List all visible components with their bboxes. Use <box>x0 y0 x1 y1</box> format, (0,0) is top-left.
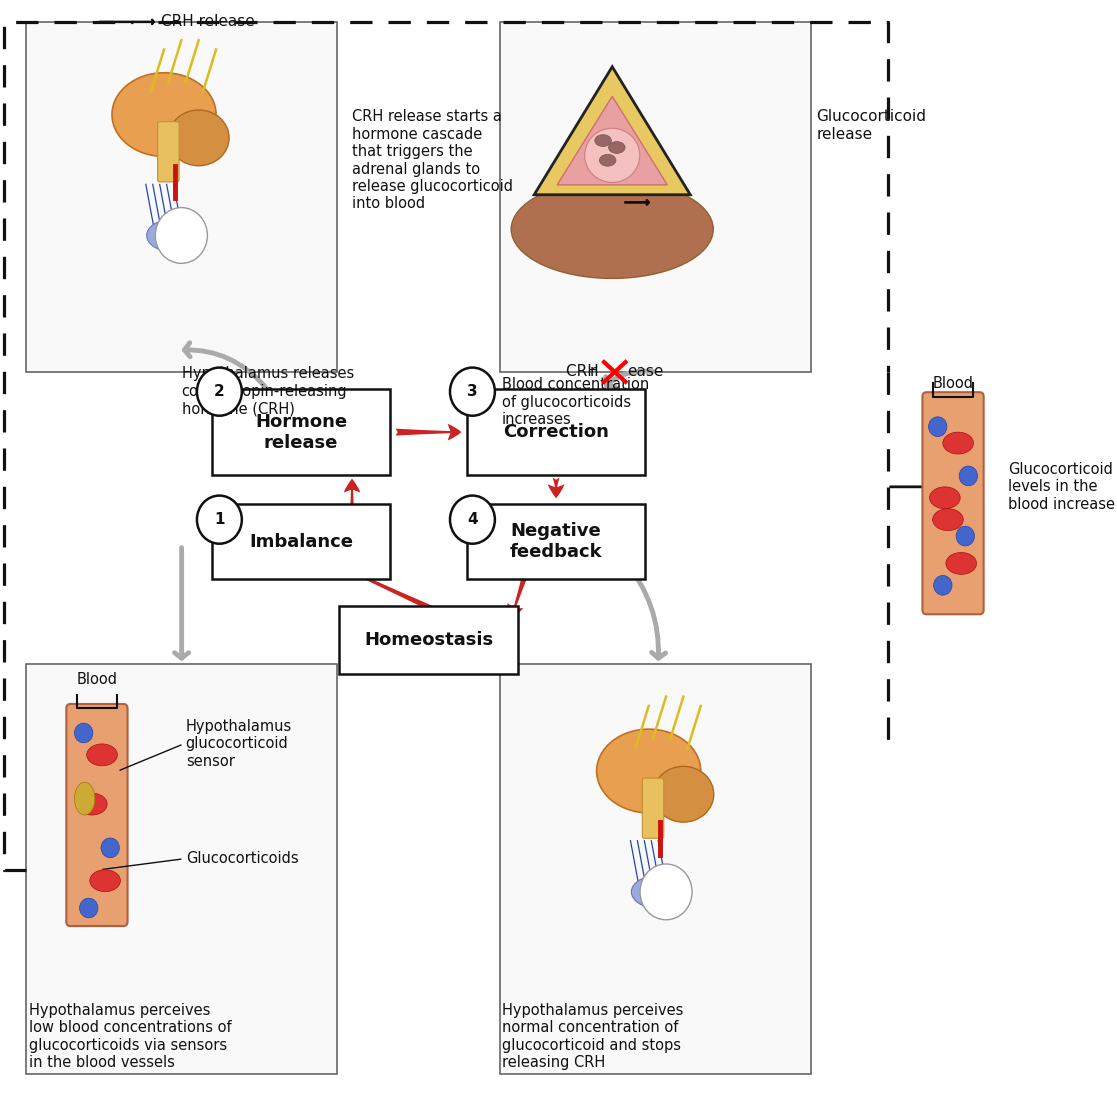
Text: Imbalance: Imbalance <box>249 533 353 550</box>
FancyBboxPatch shape <box>26 22 336 372</box>
Text: Correction: Correction <box>503 423 609 441</box>
Polygon shape <box>557 96 667 185</box>
Ellipse shape <box>75 782 95 815</box>
Ellipse shape <box>87 744 117 766</box>
Text: Glucocorticoids: Glucocorticoids <box>185 851 298 866</box>
Circle shape <box>79 898 98 918</box>
FancyBboxPatch shape <box>340 606 518 674</box>
Text: CRH: CRH <box>566 364 604 380</box>
Ellipse shape <box>946 552 976 574</box>
Ellipse shape <box>594 135 611 147</box>
Ellipse shape <box>89 870 121 892</box>
Text: CRH release: CRH release <box>161 14 255 30</box>
Circle shape <box>197 368 242 416</box>
Ellipse shape <box>609 141 626 153</box>
Text: Homeostasis: Homeostasis <box>364 631 493 649</box>
Circle shape <box>450 368 495 416</box>
Ellipse shape <box>112 72 216 156</box>
Ellipse shape <box>943 432 973 454</box>
Circle shape <box>928 417 947 437</box>
Text: Blood concentration
of glucocorticoids
increases: Blood concentration of glucocorticoids i… <box>502 377 649 428</box>
Text: ease: ease <box>628 364 663 380</box>
FancyBboxPatch shape <box>212 504 390 579</box>
Ellipse shape <box>584 128 640 183</box>
FancyBboxPatch shape <box>467 389 646 475</box>
FancyBboxPatch shape <box>66 705 127 926</box>
Text: 1: 1 <box>214 512 225 527</box>
Ellipse shape <box>77 793 107 815</box>
Ellipse shape <box>929 487 961 509</box>
Circle shape <box>960 466 977 486</box>
Ellipse shape <box>512 179 714 279</box>
Ellipse shape <box>600 154 615 166</box>
FancyBboxPatch shape <box>500 22 811 372</box>
FancyBboxPatch shape <box>467 504 646 579</box>
Text: Hypothalamus perceives
low blood concentrations of
glucocorticoids via sensors
i: Hypothalamus perceives low blood concent… <box>29 1003 231 1070</box>
Polygon shape <box>534 67 690 195</box>
Text: Hypothalamus
glucocorticoid
sensor: Hypothalamus glucocorticoid sensor <box>185 719 292 769</box>
FancyBboxPatch shape <box>642 778 663 838</box>
Text: 2: 2 <box>214 384 225 399</box>
Circle shape <box>155 208 208 264</box>
Circle shape <box>956 526 974 546</box>
Circle shape <box>640 864 693 920</box>
Circle shape <box>75 723 93 743</box>
Ellipse shape <box>631 875 684 908</box>
Text: Glucocorticoid
release: Glucocorticoid release <box>817 109 926 142</box>
Text: CRH release starts a
hormone cascade
that triggers the
adrenal glands to
release: CRH release starts a hormone cascade tha… <box>352 109 513 211</box>
FancyBboxPatch shape <box>500 664 811 1074</box>
Text: 3: 3 <box>467 384 478 399</box>
Text: Hormone
release: Hormone release <box>255 412 347 452</box>
Text: r: r <box>590 364 596 380</box>
Text: Blood: Blood <box>933 375 974 391</box>
Ellipse shape <box>146 219 199 252</box>
FancyBboxPatch shape <box>923 393 984 615</box>
Ellipse shape <box>653 766 714 823</box>
Text: Blood: Blood <box>76 672 117 687</box>
Text: Hypothalamus releases
corticotropin-releasing
hormone (CRH): Hypothalamus releases corticotropin-rele… <box>182 366 354 417</box>
FancyBboxPatch shape <box>157 121 179 182</box>
FancyBboxPatch shape <box>26 664 336 1074</box>
Ellipse shape <box>933 509 963 531</box>
Circle shape <box>934 575 952 595</box>
Circle shape <box>101 838 120 858</box>
Ellipse shape <box>169 110 229 166</box>
Text: 4: 4 <box>467 512 478 527</box>
Text: Negative
feedback: Negative feedback <box>509 522 602 561</box>
Text: Hypothalamus perceives
normal concentration of
glucocorticoid and stops
releasin: Hypothalamus perceives normal concentrat… <box>502 1003 684 1070</box>
Text: Glucocorticoid
levels in the
blood increase: Glucocorticoid levels in the blood incre… <box>1009 462 1115 512</box>
Circle shape <box>450 496 495 544</box>
FancyBboxPatch shape <box>212 389 390 475</box>
Circle shape <box>197 496 242 544</box>
Ellipse shape <box>596 729 700 813</box>
